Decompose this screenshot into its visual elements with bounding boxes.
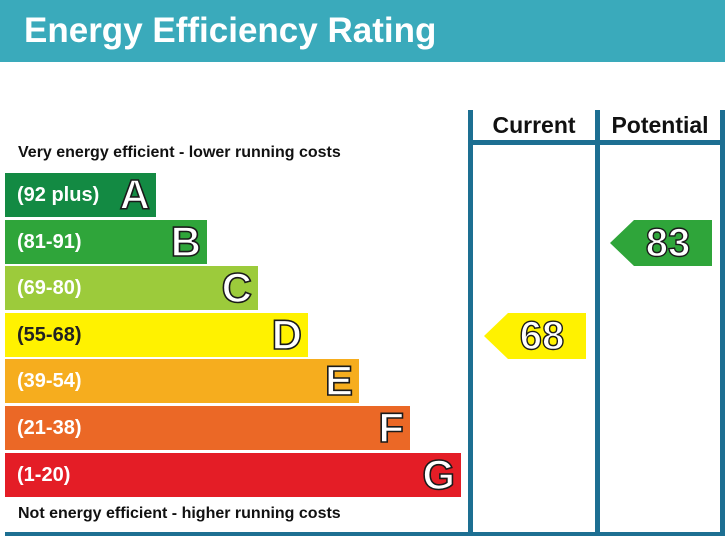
rating-band-b: (81-91) B (5, 217, 207, 266)
band-letter: E (324, 356, 354, 405)
band-range-label: (69-80) (17, 277, 82, 299)
current-rating-value: 68 (519, 313, 565, 358)
rating-band-d: (55-68) D (5, 310, 308, 359)
potential-rating-value: 83 (645, 220, 691, 265)
band-range-label: (1-20) (17, 464, 71, 486)
bottom-border (5, 532, 725, 536)
band-range-label: (39-54) (17, 370, 82, 392)
band-range-label: (81-91) (17, 231, 82, 253)
column-divider-middle (595, 110, 600, 535)
potential-column-header: Potential (611, 112, 709, 138)
header-underline (468, 140, 725, 145)
band-letter: D (271, 310, 303, 359)
page-title: Energy Efficiency Rating (24, 11, 437, 50)
bottom-note: Not energy efficient - higher running co… (18, 505, 341, 522)
current-column-header: Current (492, 112, 576, 138)
band-range-label: (21-38) (17, 417, 82, 439)
band-letter: F (378, 403, 405, 452)
column-divider-right (720, 110, 725, 535)
potential-rating-arrow: 83 (610, 220, 712, 266)
top-note: Very energy efficient - lower running co… (18, 144, 341, 161)
band-letter: G (422, 450, 456, 499)
band-letter: C (221, 263, 253, 312)
header-bar: Energy Efficiency Rating (0, 0, 725, 62)
rating-band-g: (1-20) G (5, 450, 461, 499)
rating-band-c: (69-80) C (5, 263, 258, 312)
column-divider-left (468, 110, 473, 535)
band-letter: B (170, 217, 202, 266)
band-range-label: (92 plus) (17, 184, 100, 206)
rating-band-a: (92 plus) A (5, 170, 156, 219)
rating-band-f: (21-38) F (5, 403, 410, 452)
current-rating-arrow: 68 (484, 313, 586, 359)
rating-band-e: (39-54) E (5, 356, 359, 405)
band-letter: A (119, 170, 151, 219)
band-range-label: (55-68) (17, 324, 82, 346)
